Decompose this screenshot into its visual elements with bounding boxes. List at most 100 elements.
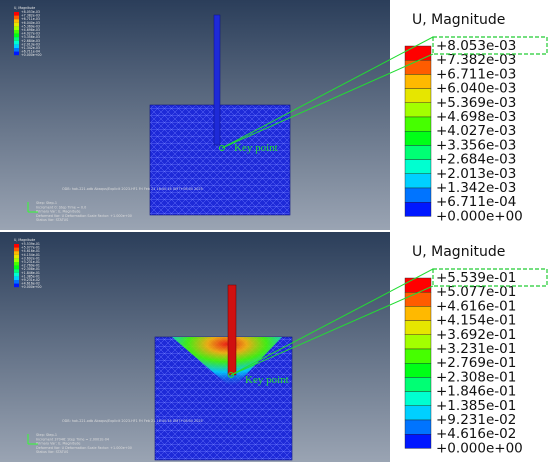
legend-label: +9.231e-02 (436, 412, 516, 428)
legend-label: +1.385e-01 (436, 398, 516, 414)
mini-legend-band (14, 22, 19, 27)
mini-legend-label: +5.369e-03 (21, 24, 40, 28)
mini-legend-band (14, 262, 19, 266)
mini-legend-label: +2.769e-01 (21, 264, 40, 268)
legend-band (404, 391, 432, 407)
rod (213, 14, 221, 146)
mini-legend-band (14, 44, 19, 48)
info-text: Deformed Var: U Deformation Scale Factor… (36, 214, 132, 218)
legend-label: +7.382e-03 (436, 52, 516, 68)
legend-band (404, 419, 432, 435)
info-text: Status Var: STATUS (36, 218, 68, 222)
annotation: Key point (245, 374, 289, 386)
mini-legend-band (14, 247, 19, 252)
leader-line (221, 53, 434, 149)
mini-legend-label: +4.027e-03 (21, 32, 40, 36)
annotation: Key point (234, 142, 278, 154)
mini-legend-label: +6.711e-04 (21, 50, 40, 54)
leader-line (230, 285, 434, 376)
info-text: Step: Step-1 (36, 433, 57, 437)
info-text: Step: Step-1 (36, 201, 57, 205)
legend-label: +5.077e-01 (436, 284, 516, 300)
legend-band (404, 173, 432, 189)
mini-legend-label: +1.846e-01 (21, 271, 40, 275)
mini-legend-label: +6.040e-03 (21, 21, 40, 25)
triad (27, 202, 38, 213)
legend-label: +3.356e-03 (436, 137, 516, 153)
mini-legend-label: +8.053e-03 (21, 10, 40, 14)
mini-legend-band (14, 269, 19, 273)
legend-label: +0.000e+00 (436, 208, 523, 224)
rod (227, 284, 237, 376)
legend-title: U, Magnitude (412, 244, 505, 260)
mini-legend-band (14, 272, 19, 277)
legend-band (404, 145, 432, 160)
legend-label: +2.013e-03 (436, 166, 516, 182)
highlight-box (432, 36, 548, 55)
mini-legend-band (14, 283, 19, 288)
mini-legend-label: +3.231e-01 (21, 260, 40, 264)
legend-band (404, 292, 432, 307)
legend-band (404, 74, 432, 89)
legend-label: +2.308e-01 (436, 369, 516, 385)
mini-legend-band (14, 254, 19, 259)
mini-legend-label: +1.342e-03 (21, 46, 40, 50)
legend-label: +5.539e-01 (436, 270, 516, 286)
legend-band (404, 306, 432, 321)
legend-label: +4.616e-01 (436, 298, 516, 314)
mini-legend-label: +2.308e-01 (21, 267, 40, 271)
mini-legend-label: +0.000e+00 (21, 53, 41, 57)
mini-legend-band (14, 37, 19, 41)
mini-legend-label: +5.539e-01 (21, 242, 40, 246)
legend-label: +4.616e-02 (436, 426, 516, 442)
mini-legend-band (14, 15, 19, 20)
leader-line (230, 268, 434, 376)
info-text: Deformed Var: U Deformation Scale Factor… (36, 446, 132, 450)
triad (27, 434, 38, 445)
mini-legend-band (14, 276, 19, 280)
mini-legend-band (14, 265, 19, 270)
legend-band (404, 88, 432, 103)
mini-legend-band (14, 258, 19, 262)
legend-band (404, 363, 432, 378)
highlight-box (432, 268, 548, 287)
legend-label: +1.342e-03 (436, 180, 516, 196)
legend-band (404, 277, 432, 293)
mini-legend-label: +6.711e-03 (21, 17, 40, 21)
legend-title: U, Magnitude (412, 12, 505, 28)
legend-band (404, 60, 432, 75)
mini-legend-band (14, 244, 19, 248)
legend-band (404, 320, 432, 336)
legend-label: +5.369e-03 (436, 95, 516, 111)
mini-legend-band (14, 40, 19, 45)
legend-band (404, 130, 432, 146)
legend-band (404, 334, 432, 350)
legend-label: +6.711e-04 (436, 194, 516, 210)
mini-legend-band (14, 51, 19, 56)
mini-legend-label: +2.013e-03 (21, 42, 40, 46)
leader-line (221, 36, 434, 149)
legend-label: +4.698e-03 (436, 109, 516, 125)
info-text: Status Var: STATUS (36, 450, 68, 454)
legend-band (404, 102, 432, 118)
legend-band (404, 348, 432, 364)
info-text: Increment 0: Step Time = 0.0 (36, 205, 86, 209)
legend-band (404, 45, 432, 61)
legend-label: +2.684e-03 (436, 152, 516, 168)
legend-band (404, 187, 432, 203)
legend-label: +6.040e-03 (436, 81, 516, 97)
mini-legend-band (14, 251, 19, 255)
legend-band (404, 377, 432, 392)
legend-label: +4.154e-01 (436, 313, 516, 329)
mini-legend-label: +3.692e-01 (21, 256, 40, 260)
mini-legend-label: +5.077e-01 (21, 246, 40, 250)
mini-legend-label: +7.382e-03 (21, 14, 40, 18)
legend-band (404, 201, 432, 217)
legend-label: +4.027e-03 (436, 123, 516, 139)
legend-label: +2.769e-01 (436, 355, 516, 371)
legend-label: +3.692e-01 (436, 327, 516, 343)
legend-label: +1.846e-01 (436, 384, 516, 400)
mini-legend-title: U, Magnitude (14, 238, 35, 242)
info-text: ODB: hok-221.odb Abaqus/Explicit 2023.HF… (62, 419, 203, 423)
mini-legend-label: +1.385e-01 (21, 274, 40, 278)
